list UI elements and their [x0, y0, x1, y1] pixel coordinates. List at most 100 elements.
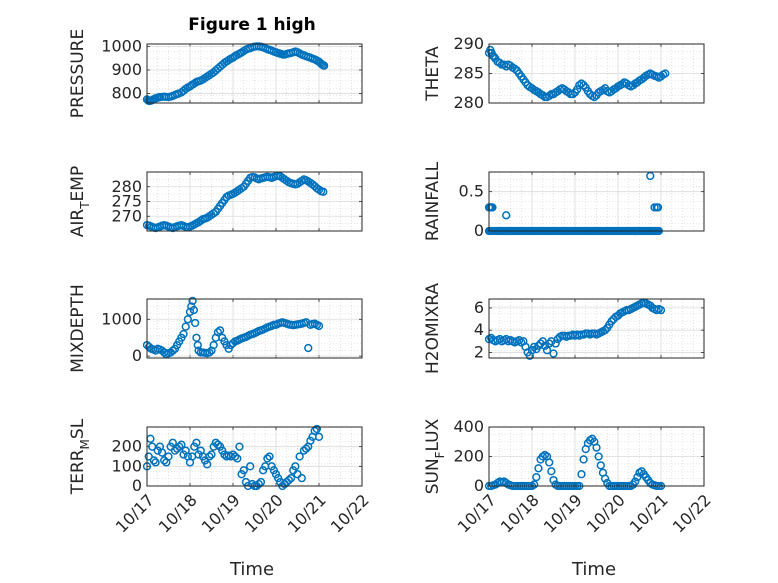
y-tick-label: 280	[453, 93, 484, 112]
x-tick-label: 10/22	[327, 490, 373, 536]
subplot-rainfall: 0 0.5 RAINFALL	[423, 161, 705, 241]
subplot-theta: 280 285 290 THETA	[423, 34, 705, 112]
y-tick-label: 275	[111, 192, 142, 211]
data-point	[577, 79, 586, 88]
data-point	[291, 462, 300, 471]
data-point	[319, 187, 328, 196]
y-tick-label: 1000	[101, 309, 142, 328]
data-point	[545, 91, 554, 101]
series-markers	[142, 42, 329, 106]
series-markers	[484, 45, 670, 102]
x-tick-label: 10/22	[669, 490, 715, 536]
y-tick-label: 200	[453, 447, 484, 466]
y-axis-label: RAINFALL	[423, 161, 443, 241]
y-tick-label: 270	[111, 206, 142, 225]
data-point	[549, 475, 558, 485]
data-point	[189, 305, 199, 315]
data-point	[592, 443, 601, 452]
data-point	[168, 346, 177, 355]
y-axis-label: SUNFLUX	[423, 418, 447, 494]
data-point	[179, 329, 188, 339]
x-tick-label: 10/20	[241, 490, 287, 536]
data-point	[207, 450, 216, 459]
data-point	[183, 315, 193, 324]
axes-box	[146, 426, 363, 487]
data-point	[301, 444, 311, 453]
y-tick-label: 800	[111, 84, 142, 103]
data-point	[530, 480, 539, 489]
data-point	[304, 343, 313, 353]
data-point	[320, 61, 329, 70]
data-point	[209, 340, 218, 350]
data-point	[144, 452, 153, 461]
data-point	[254, 479, 263, 489]
axes-box	[146, 298, 363, 359]
data-point	[495, 58, 504, 68]
data-point	[577, 470, 586, 479]
xlabel-right: Time	[571, 559, 616, 580]
axes-box	[488, 171, 705, 232]
axes-box	[146, 43, 363, 104]
axes-box	[488, 43, 705, 104]
axes-background	[147, 427, 362, 486]
series-markers	[142, 296, 324, 359]
subplot-pressure: 800 900 1000 PRESSURE	[68, 29, 363, 118]
data-point	[148, 442, 157, 451]
data-point	[661, 69, 670, 78]
y-axis-label: MIXDEPTH	[68, 284, 88, 373]
x-tick-label: 10/17	[454, 490, 500, 536]
series-markers	[484, 298, 666, 360]
data-point	[549, 349, 558, 358]
subplot-mixdepth: 0 1000 MIXDEPTH	[68, 284, 363, 373]
data-point	[568, 90, 577, 99]
y-tick-label: 400	[453, 417, 484, 436]
data-point	[653, 203, 663, 212]
data-point	[256, 477, 266, 487]
data-point	[547, 467, 556, 476]
y-axis-label: TERRMSL	[68, 418, 92, 495]
x-tick-label: 10/20	[583, 490, 629, 536]
y-tick-label: 0	[132, 476, 142, 495]
data-point	[193, 340, 202, 350]
data-point	[284, 475, 294, 485]
axes-background	[147, 299, 362, 358]
y-tick-label: 100	[111, 456, 142, 475]
data-point	[297, 473, 306, 483]
data-point	[579, 455, 588, 464]
data-point	[600, 474, 610, 483]
xlabel-left: Time	[229, 559, 274, 580]
axes-background	[489, 172, 704, 231]
data-point	[510, 64, 519, 73]
data-point	[532, 473, 541, 482]
data-point	[205, 348, 214, 357]
y-tick-label: 290	[453, 34, 484, 53]
y-tick-label: 2	[474, 342, 484, 361]
y-tick-label: 900	[111, 60, 142, 79]
data-point	[191, 318, 200, 328]
y-tick-label: 280	[111, 177, 142, 196]
data-point	[175, 442, 184, 451]
y-axis-label: H2OMIXRA	[423, 283, 443, 374]
y-axis-label: THETA	[423, 46, 443, 102]
y-tick-label: 4	[474, 320, 484, 339]
series-markers	[142, 171, 328, 233]
y-tick-label: 200	[111, 437, 142, 456]
data-point	[551, 339, 560, 348]
data-point	[286, 473, 296, 483]
x-tick-label: 10/18	[497, 490, 543, 536]
data-point	[295, 452, 304, 461]
data-point	[545, 458, 554, 467]
data-point	[203, 460, 212, 469]
data-point	[168, 438, 177, 447]
data-point	[596, 461, 605, 470]
data-point	[312, 424, 322, 434]
data-point	[188, 296, 197, 305]
data-point	[181, 322, 190, 331]
data-point	[502, 211, 511, 220]
data-point	[151, 458, 160, 467]
x-tick-label: 10/21	[284, 490, 330, 536]
data-point	[579, 81, 588, 90]
data-point	[185, 307, 195, 317]
y-axis-label: PRESSURE	[68, 29, 88, 118]
